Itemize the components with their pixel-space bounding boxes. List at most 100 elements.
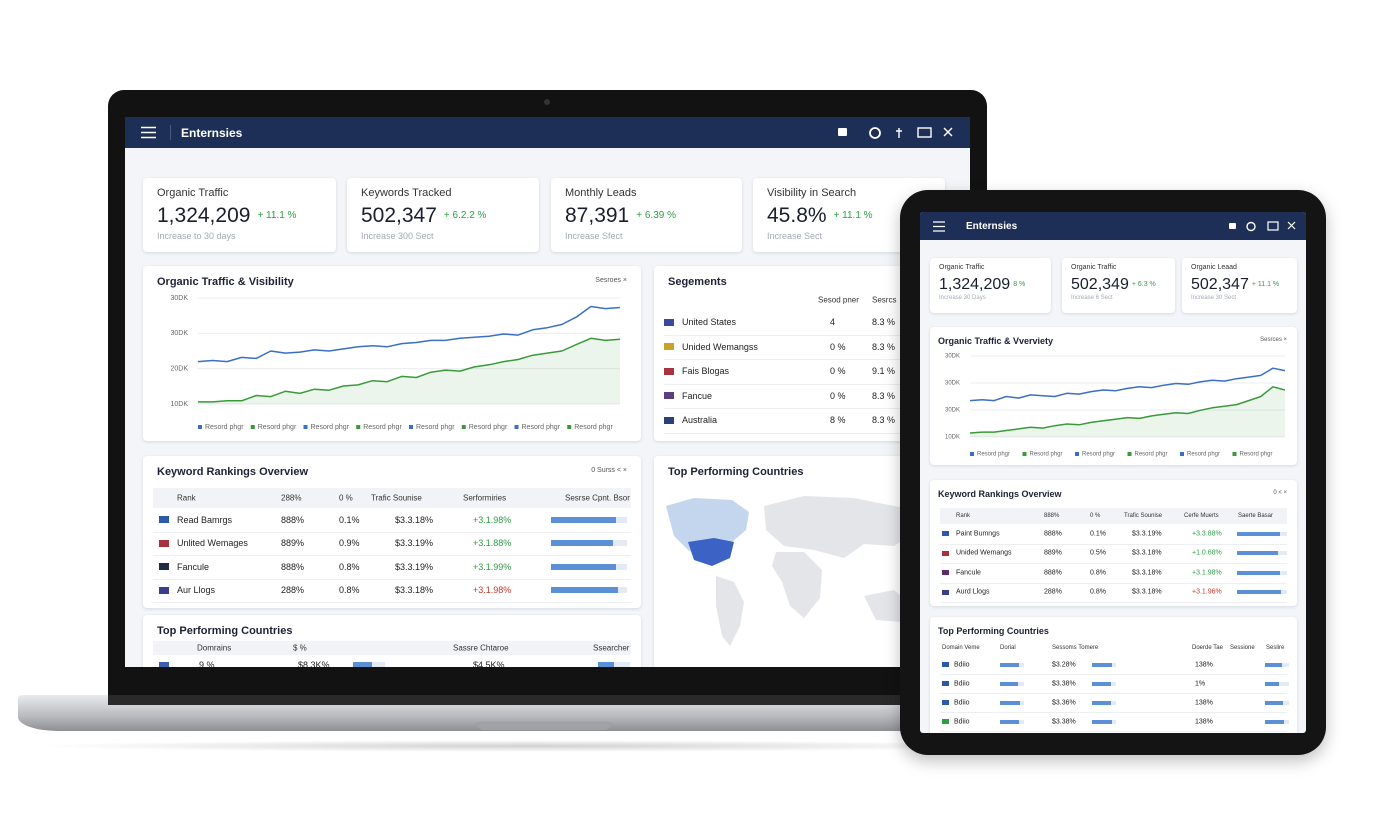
kpi-value: 502,347 <box>361 204 437 227</box>
legend-label: Resord phgr <box>363 424 402 431</box>
kpi-card: Organic Leaad 502,347 + 11.1 % Increase 30 … <box>1182 258 1297 313</box>
header-icons[interactable] <box>835 125 960 141</box>
kpi-value: 1,324,209 <box>157 204 251 227</box>
legend-swatch <box>303 425 308 429</box>
cell: Paint Bumngs <box>956 530 1000 538</box>
bar <box>1092 700 1111 705</box>
cell: $3.38% <box>1052 680 1076 687</box>
column-header: Sessoms Tomere <box>1052 645 1099 651</box>
cell: 0.8% <box>339 561 360 572</box>
legend-label: Resord phgr <box>522 424 561 431</box>
panel-controls: 0 Surss < × <box>591 467 627 474</box>
table-row: 9 % $8.3K% $4.5K% <box>153 655 631 667</box>
menu-icon[interactable] <box>141 126 157 139</box>
bar <box>551 540 614 547</box>
bar <box>1265 719 1285 724</box>
menu-icon[interactable] <box>933 221 946 232</box>
table-row: Bdiio $3.36% 138% <box>940 693 1289 713</box>
cell: Aur Llogs <box>177 585 216 596</box>
kpi-change: + 11.1 % <box>257 210 297 221</box>
bar-track <box>1000 700 1024 705</box>
cell: 888% <box>1044 530 1062 538</box>
cell: Bdiio <box>954 661 970 668</box>
flag <box>159 586 169 594</box>
flag <box>159 516 169 524</box>
y-axis-label: 30DK <box>945 381 960 387</box>
cell: 8.3 % <box>872 341 896 352</box>
cell: 4 <box>830 317 836 328</box>
legend-swatch <box>1232 452 1237 456</box>
bar <box>1000 700 1020 705</box>
flag <box>942 570 949 576</box>
laptop-screen: Enternsies Organic Traffic & Visibility S… <box>125 117 970 667</box>
panel-title: Top Performing Countries <box>157 625 293 637</box>
bar-track <box>1237 551 1287 556</box>
panel-title: Top Performing Countries <box>938 626 1049 636</box>
bar-track <box>598 662 630 667</box>
kpi-row: 45.8% + 11.1 % <box>767 204 931 228</box>
camera <box>544 99 550 105</box>
kpi-value: 1,324,209 <box>939 276 1011 293</box>
legend-swatch <box>461 425 466 429</box>
cell: $8.3K% <box>298 660 330 667</box>
line <box>969 386 1286 434</box>
legend-swatch <box>250 425 255 429</box>
area <box>198 338 620 404</box>
flag <box>159 539 169 547</box>
cell: 138% <box>1195 699 1213 706</box>
cell: 0 % <box>830 390 846 401</box>
y-axis-label: 20DK <box>170 366 188 373</box>
table-row: Aur Llogs 288% 0.8% $3.3.18% +3.1.98% <box>153 579 631 603</box>
column-header: Trafic Sounise <box>371 493 422 503</box>
cell: 288% <box>1044 588 1062 596</box>
area <box>970 386 1285 437</box>
kpi-note: Increase 30 Days <box>939 295 986 301</box>
kpi-card: Organic Traffic 1,324,209 + 11.1 % Increase… <box>143 178 336 252</box>
bar <box>1000 719 1019 724</box>
legend-swatch <box>514 425 519 429</box>
cell: $3.28% <box>1052 661 1076 668</box>
bar <box>1265 681 1280 686</box>
kpi-label: Visibility in Search <box>767 187 857 199</box>
cell: 888% <box>281 514 305 525</box>
legend-label: Resord phgr <box>1135 452 1168 458</box>
column-header: $ % <box>293 643 307 653</box>
cell: 0.9% <box>339 538 360 549</box>
traffic-panel: Organic Traffic & Vverviety Sesrces × 30DK… <box>930 327 1297 465</box>
column-header: 0 % <box>1090 513 1101 519</box>
kpi-change: + 6.2.2 % <box>443 210 487 221</box>
legend-label: Resord phgr <box>1240 452 1273 458</box>
kpi-label: Monthly Leads <box>565 187 637 199</box>
cell: $4.5K% <box>473 660 505 667</box>
table-row: Fancule 888% 0.8% $3.3.18% +3.1.98% <box>940 563 1287 584</box>
keywords-panel: Keyword Rankings Overview 0 Surss < × Rank… <box>143 456 641 608</box>
world-map <box>666 496 916 646</box>
bar <box>598 662 614 667</box>
legend-label: Resord phgr <box>1030 452 1063 458</box>
kpi-label: Organic Leaad <box>1191 264 1237 271</box>
cell: Unided Wemangss <box>682 341 758 352</box>
kpi-change: + 11.1 % <box>1251 281 1280 288</box>
column-header: Serformiries <box>463 493 507 503</box>
cell: 0.5% <box>1090 549 1106 557</box>
bar-track <box>1000 662 1024 667</box>
kpi-card: Monthly Leads 87,391 + 6.39 % Increase Sfec… <box>551 178 742 252</box>
flag <box>664 343 674 351</box>
cell: Aurd Llogs <box>956 588 990 596</box>
panel-title: Keyword Rankings Overview <box>938 489 1062 499</box>
table-header: Rank 888% 0 % Trafic Sounise Cerfe Muerts Sae… <box>940 508 1287 524</box>
legend-swatch <box>409 425 413 429</box>
cell: $3.3.18% <box>395 514 434 525</box>
app-title: Enternsies <box>181 126 243 140</box>
cell: +3.1.96% <box>1192 588 1222 596</box>
header-icons[interactable] <box>1226 220 1301 233</box>
cell: Unlited Wemages <box>177 538 248 549</box>
cell: +3.1.98% <box>1192 569 1222 577</box>
cell: 138% <box>1195 718 1213 725</box>
panel-controls: Sesrces × <box>1260 337 1287 343</box>
flag <box>942 700 949 705</box>
column-header: Sessione <box>1230 645 1255 651</box>
app-title: Enternsies <box>966 221 1018 232</box>
bar-track <box>1237 570 1287 575</box>
column-header: Doerde Tae <box>1192 645 1223 651</box>
